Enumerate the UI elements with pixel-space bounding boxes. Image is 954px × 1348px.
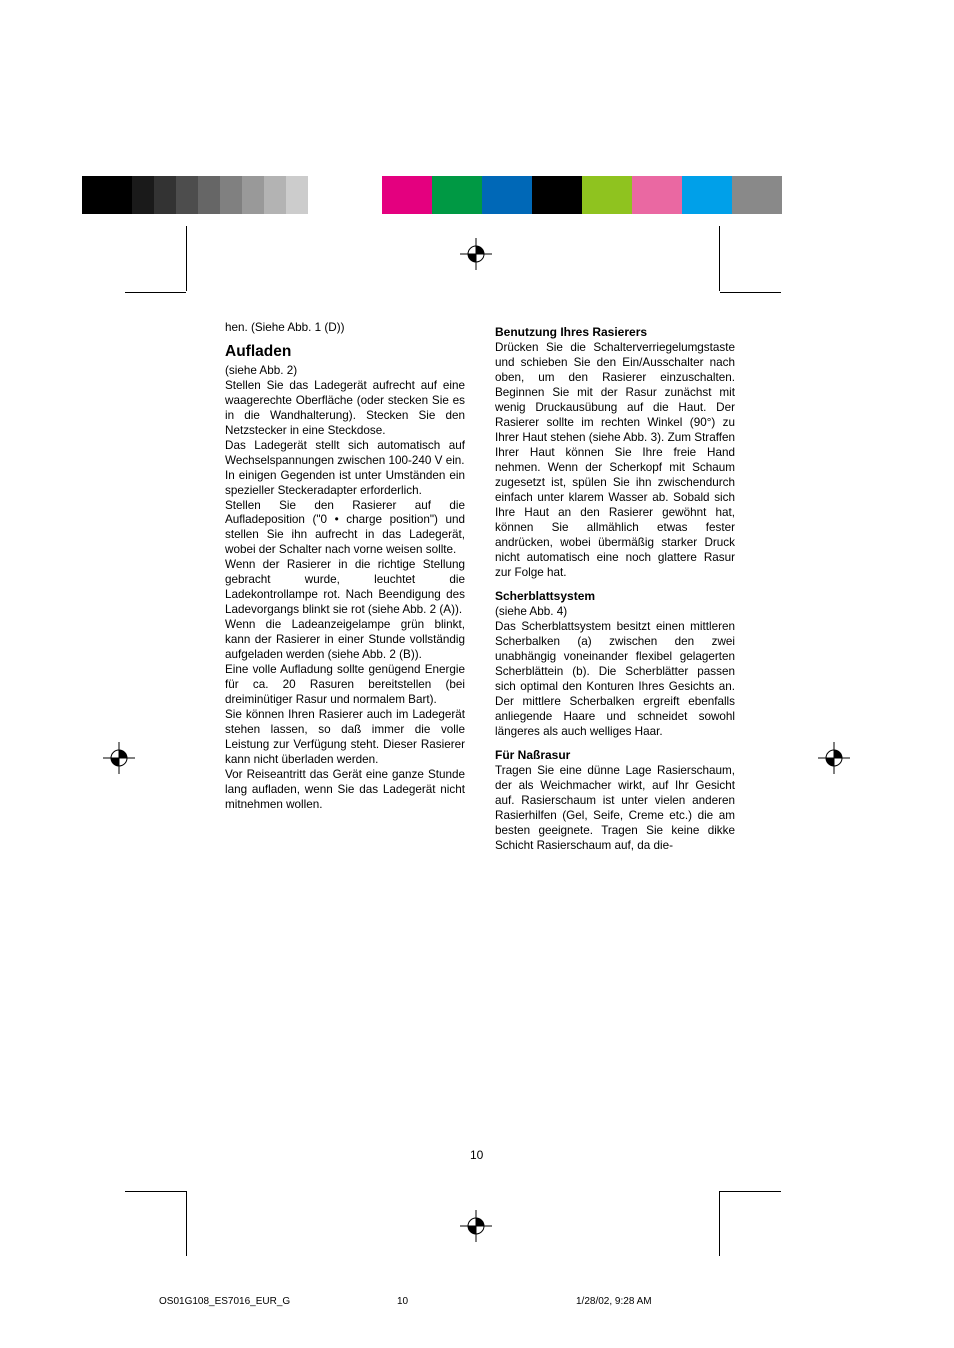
- swatch: [582, 176, 632, 214]
- registration-mark-icon: [818, 742, 850, 774]
- right-column: Benutzung Ihres Rasierers Drücken Sie di…: [495, 321, 735, 854]
- body-text: Das Scherblattsystem besitzt einen mittl…: [495, 620, 735, 740]
- subheading: Scherblattsystem: [495, 589, 735, 604]
- footer-page: 10: [397, 1296, 408, 1307]
- body-text: Stellen Sie den Rasierer auf die Auflade…: [225, 499, 465, 559]
- figure-ref: (siehe Abb. 2): [225, 364, 465, 379]
- crop-mark: [719, 1191, 720, 1256]
- swatch: [176, 176, 198, 214]
- swatch: [532, 176, 582, 214]
- body-text: Eine volle Aufladung sollte genügend Ene…: [225, 663, 465, 708]
- grayscale-calibration-bar: [82, 176, 330, 214]
- body-text: Das Ladegerät stellt sich automatisch au…: [225, 439, 465, 469]
- registration-mark-icon: [460, 1210, 492, 1242]
- swatch: [632, 176, 682, 214]
- crop-mark: [720, 1191, 781, 1192]
- swatch: [220, 176, 242, 214]
- subheading: Für Naßrasur: [495, 748, 735, 763]
- registration-mark-icon: [460, 238, 492, 270]
- swatch: [242, 176, 264, 214]
- left-column: hen. (Siehe Abb. 1 (D)) Aufladen (siehe …: [225, 321, 465, 854]
- crop-mark: [186, 1191, 187, 1256]
- page-content: hen. (Siehe Abb. 1 (D)) Aufladen (siehe …: [225, 321, 735, 854]
- swatch: [308, 176, 330, 214]
- swatch: [286, 176, 308, 214]
- page-number: 10: [470, 1148, 483, 1162]
- body-text: Wenn die Ladeanzeigelampe grün blinkt, k…: [225, 618, 465, 663]
- swatch: [382, 176, 432, 214]
- swatch: [732, 176, 782, 214]
- swatch: [82, 176, 132, 214]
- crop-mark: [125, 1191, 186, 1192]
- body-text: In einigen Gegenden ist unter Umständen …: [225, 469, 465, 499]
- crop-mark: [719, 226, 720, 291]
- body-text: Stellen Sie das Ladegerät aufrecht auf e…: [225, 379, 465, 439]
- crop-mark: [720, 292, 781, 293]
- body-text: Vor Reiseantritt das Gerät eine ganze St…: [225, 768, 465, 813]
- body-text: Sie können Ihren Rasierer auch im Ladege…: [225, 708, 465, 768]
- crop-mark: [125, 292, 186, 293]
- swatch: [432, 176, 482, 214]
- color-calibration-bar: [382, 176, 782, 214]
- subheading: Benutzung Ihres Rasierers: [495, 325, 735, 340]
- registration-mark-icon: [103, 742, 135, 774]
- section-heading: Aufladen: [225, 342, 465, 362]
- footer-timestamp: 1/28/02, 9:28 AM: [576, 1296, 652, 1307]
- body-fragment: hen. (Siehe Abb. 1 (D)): [225, 321, 465, 336]
- body-text: Tragen Sie eine dünne Lage Rasierschaum,…: [495, 764, 735, 854]
- swatch: [154, 176, 176, 214]
- body-text: Drücken Sie die Schalterverriegelumgstas…: [495, 341, 735, 581]
- footer-doc-id: OS01G108_ES7016_EUR_G: [159, 1296, 290, 1307]
- swatch: [198, 176, 220, 214]
- swatch: [482, 176, 532, 214]
- figure-ref: (siehe Abb. 4): [495, 605, 735, 620]
- body-text: Wenn der Rasierer in die richtige Stellu…: [225, 558, 465, 618]
- swatch: [264, 176, 286, 214]
- crop-mark: [186, 226, 187, 291]
- swatch: [682, 176, 732, 214]
- swatch: [132, 176, 154, 214]
